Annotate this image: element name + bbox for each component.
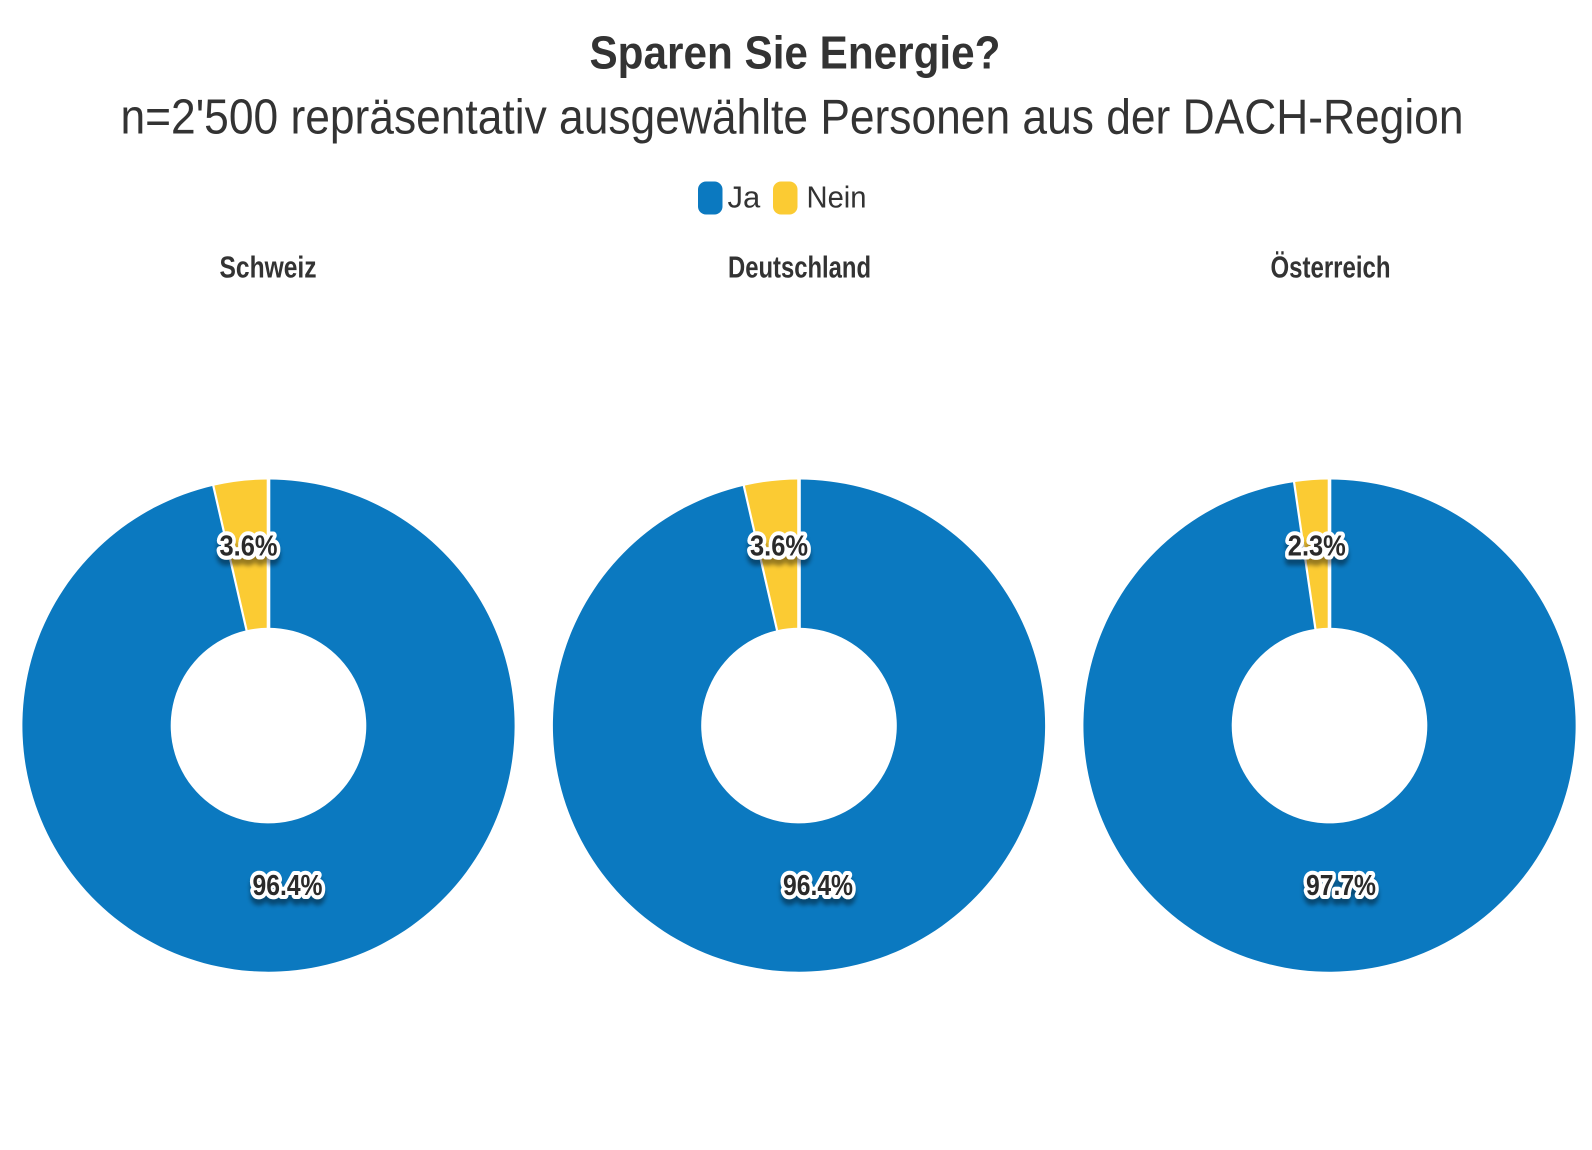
svg-text:Schweiz: Schweiz: [220, 250, 317, 285]
svg-text:Deutschland: Deutschland: [728, 250, 871, 285]
svg-text:n=2'500 repräsentativ ausgewäh: n=2'500 repräsentativ ausgewählte Person…: [121, 91, 1464, 145]
svg-text:3.6%: 3.6%: [220, 531, 278, 563]
svg-text:96.4%: 96.4%: [783, 870, 853, 902]
svg-text:Nein: Nein: [807, 180, 867, 215]
svg-text:96.4%: 96.4%: [253, 870, 323, 902]
svg-text:Sparen Sie Energie?: Sparen Sie Energie?: [590, 27, 1001, 79]
svg-text:Ja: Ja: [728, 180, 762, 215]
svg-text:3.6%: 3.6%: [750, 531, 808, 563]
svg-text:97.7%: 97.7%: [1306, 870, 1376, 902]
svg-text:2.3%: 2.3%: [1288, 531, 1346, 563]
svg-text:Österreich: Österreich: [1271, 250, 1391, 285]
